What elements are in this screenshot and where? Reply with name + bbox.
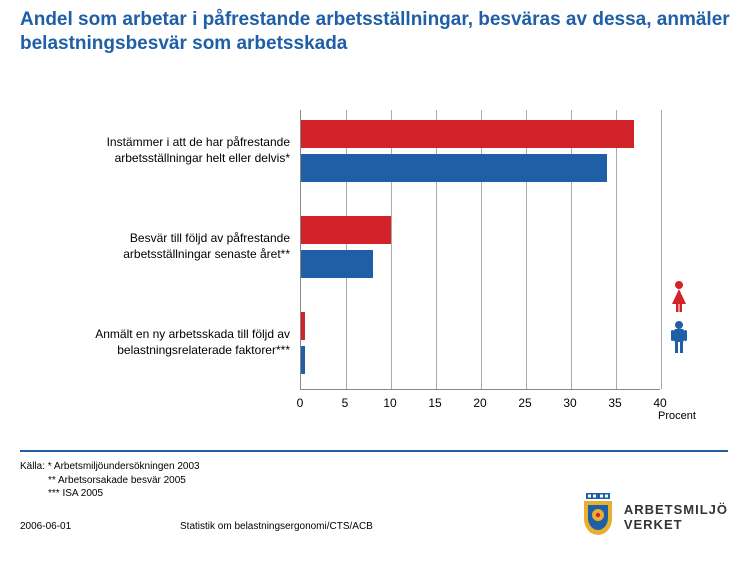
y-axis-labels: Instämmer i att de har påfrestande arbet… bbox=[60, 110, 290, 430]
source-label: Källa: bbox=[20, 461, 45, 472]
source-line-3: *** ISA 2005 bbox=[20, 487, 200, 501]
slide: { "title": { "text": "Andel som arbetar … bbox=[0, 0, 748, 562]
category-label: Besvär till följd av påfrestande arbetss… bbox=[60, 231, 290, 262]
footer-subtitle: Statistik om belastningsergonomi/CTS/ACB bbox=[180, 520, 373, 534]
plot-area bbox=[300, 110, 660, 390]
bar bbox=[301, 346, 305, 374]
agency-logo: ARBETSMILJÖ VERKET bbox=[580, 493, 728, 542]
x-tick: 40 bbox=[653, 396, 666, 410]
legend-female-icon bbox=[668, 280, 690, 314]
gridline bbox=[481, 110, 482, 389]
chart: Instämmer i att de har påfrestande arbet… bbox=[60, 110, 700, 430]
category-label: Instämmer i att de har påfrestande arbet… bbox=[60, 135, 290, 166]
gridline bbox=[436, 110, 437, 389]
x-tick: 0 bbox=[297, 396, 304, 410]
x-tick: 25 bbox=[518, 396, 531, 410]
bar bbox=[301, 312, 305, 340]
logo-text-line1: ARBETSMILJÖ bbox=[624, 503, 728, 517]
crest-icon bbox=[580, 493, 616, 542]
bar bbox=[301, 216, 391, 244]
x-tick: 20 bbox=[473, 396, 486, 410]
x-tick: 35 bbox=[608, 396, 621, 410]
legend-male-icon bbox=[668, 320, 690, 354]
x-axis-label: Procent bbox=[658, 410, 696, 422]
x-tick: 5 bbox=[342, 396, 349, 410]
x-tick: 15 bbox=[428, 396, 441, 410]
bar bbox=[301, 120, 634, 148]
category-label: Anmält en ny arbetsskada till följd av b… bbox=[60, 327, 290, 358]
footer-separator bbox=[20, 450, 728, 452]
gridline bbox=[526, 110, 527, 389]
footer-date: 2006-06-01 bbox=[20, 520, 71, 534]
gridline bbox=[571, 110, 572, 389]
bar bbox=[301, 250, 373, 278]
chart-title: Andel som arbetar i påfrestande arbetsst… bbox=[20, 8, 730, 56]
logo-text-line2: VERKET bbox=[624, 518, 728, 532]
x-tick: 10 bbox=[383, 396, 396, 410]
source-block: Källa: * Arbetsmiljöundersökningen 2003 … bbox=[20, 460, 200, 501]
bar bbox=[301, 154, 607, 182]
x-tick: 30 bbox=[563, 396, 576, 410]
source-line-1: * Arbetsmiljöundersökningen 2003 bbox=[48, 461, 200, 472]
gridline bbox=[661, 110, 662, 389]
gridline bbox=[391, 110, 392, 389]
source-line-2: ** Arbetsorsakade besvär 2005 bbox=[20, 474, 200, 488]
logo-text: ARBETSMILJÖ VERKET bbox=[624, 503, 728, 532]
gridline bbox=[616, 110, 617, 389]
